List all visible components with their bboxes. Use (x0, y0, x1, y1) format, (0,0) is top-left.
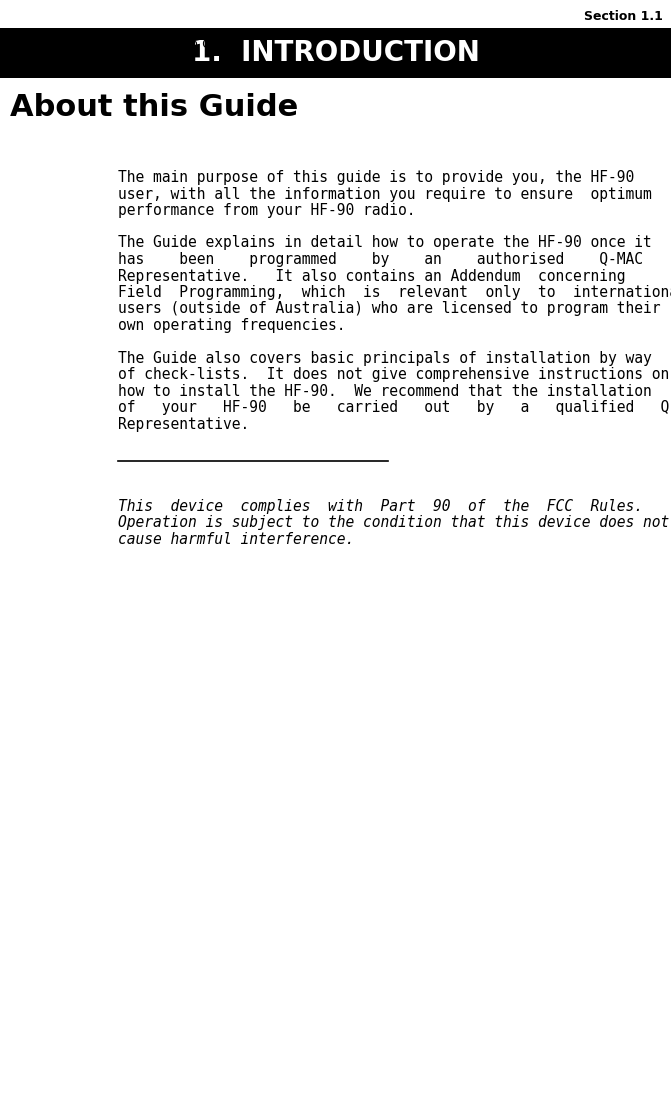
Text: The Guide also covers basic principals of installation by way: The Guide also covers basic principals o… (118, 351, 652, 365)
Text: Field  Programming,  which  is  relevant  only  to  international: Field Programming, which is relevant onl… (118, 284, 671, 300)
Text: 1: 1 (650, 38, 663, 56)
Text: 1.  INTRODUCTION: 1. INTRODUCTION (191, 39, 480, 67)
Text: how to install the HF-90.  We recommend that the installation: how to install the HF-90. We recommend t… (118, 383, 652, 399)
Text: has    been    programmed    by    an    authorised    Q-MAC: has been programmed by an authorised Q-M… (118, 252, 643, 267)
Text: own operating frequencies.: own operating frequencies. (118, 318, 346, 333)
Text: Operation is subject to the condition that this device does not: Operation is subject to the condition th… (118, 515, 669, 531)
Text: This  device  complies  with  Part  90  of  the  FCC  Rules.: This device complies with Part 90 of the… (118, 500, 643, 514)
Text: HF-90 Operation & Installation Guide: HF-90 Operation & Installation Guide (8, 38, 239, 52)
Text: of check-lists.  It does not give comprehensive instructions on: of check-lists. It does not give compreh… (118, 367, 669, 382)
Text: performance from your HF-90 radio.: performance from your HF-90 radio. (118, 203, 415, 218)
Text: About this Guide: About this Guide (10, 93, 298, 122)
Text: of   your   HF-90   be   carried   out   by   a   qualified   Q-MAC: of your HF-90 be carried out by a qualif… (118, 400, 671, 416)
Text: user, with all the information you require to ensure  optimum: user, with all the information you requi… (118, 187, 652, 202)
Text: users (outside of Australia) who are licensed to program their: users (outside of Australia) who are lic… (118, 301, 660, 317)
Bar (0, 28, 671, 78)
Text: Section 1.1: Section 1.1 (584, 10, 663, 24)
Text: Representative.   It also contains an Addendum  concerning: Representative. It also contains an Adde… (118, 269, 625, 283)
Text: cause harmful interference.: cause harmful interference. (118, 532, 354, 547)
Text: Representative.: Representative. (118, 417, 249, 431)
Text: The main purpose of this guide is to provide you, the HF-90: The main purpose of this guide is to pro… (118, 170, 634, 185)
Text: The Guide explains in detail how to operate the HF-90 once it: The Guide explains in detail how to oper… (118, 235, 652, 251)
